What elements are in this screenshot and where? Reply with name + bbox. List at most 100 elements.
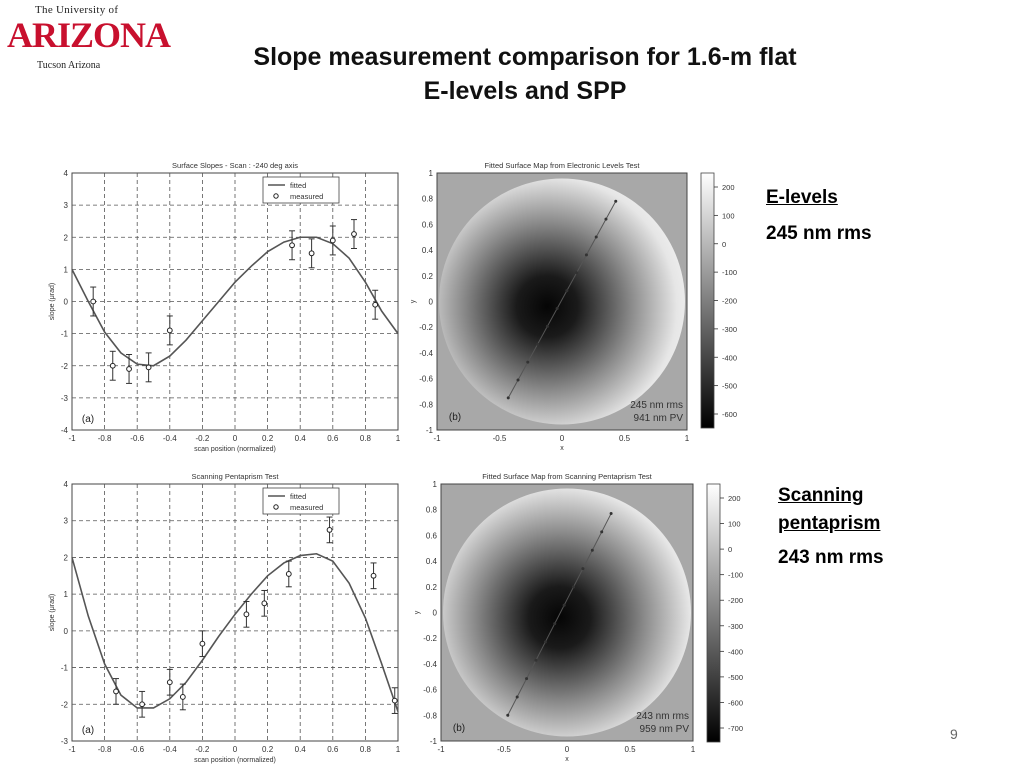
x-tick-label: -1 — [437, 745, 445, 754]
scan-marker — [555, 307, 559, 311]
y-tick-label: 4 — [64, 480, 69, 489]
x-tick-label: 0.8 — [360, 434, 372, 443]
elevels-heading: E-levels — [766, 187, 838, 208]
y-tick-label: -0.8 — [419, 400, 433, 409]
colorbar-tick-label: -400 — [728, 647, 743, 656]
fitted-curve — [71, 236, 399, 367]
map-stat-rms: 243 nm rms — [636, 711, 689, 722]
chart-title: Fitted Surface Map from Scanning Pentapr… — [482, 472, 652, 481]
y-tick-label: 0.2 — [422, 272, 434, 281]
scan-line — [507, 201, 617, 399]
x-tick-label: 1 — [691, 745, 696, 754]
measured-point — [243, 611, 250, 618]
y-tick-label: -2 — [61, 362, 69, 371]
x-axis-label: x — [565, 756, 569, 763]
measured-point — [285, 571, 292, 577]
measured-point — [166, 679, 173, 686]
spp-value: 243 nm rms — [778, 547, 884, 568]
colorbar — [706, 483, 721, 743]
y-tick-label: -0.2 — [423, 634, 437, 643]
y-tick-label: 0.4 — [422, 246, 434, 255]
y-tick-label: -0.4 — [419, 349, 433, 358]
y-tick-label: 0.4 — [426, 557, 438, 566]
x-tick-label: 1 — [396, 745, 401, 754]
spp-label: Scanning pentaprism 243 nm rms — [778, 482, 884, 572]
colorbar-tick-label: -200 — [728, 596, 743, 605]
x-tick-label: -1 — [433, 434, 441, 443]
colorbar-tick-label: -100 — [722, 268, 737, 277]
measured-point — [90, 298, 97, 305]
colorbar-tick-label: -600 — [728, 698, 743, 707]
measured-point — [289, 242, 295, 249]
y-tick-label: 2 — [64, 553, 69, 562]
surface-map — [439, 178, 685, 425]
colorbar-tick-label: 100 — [728, 520, 741, 529]
page-number: 9 — [950, 726, 958, 742]
legend-label-fitted: fitted — [290, 492, 306, 501]
scan-marker — [553, 622, 557, 626]
colorbar-tick-label: -500 — [728, 673, 743, 682]
measured-point — [351, 231, 357, 237]
legend-label-measured: measured — [290, 192, 323, 201]
x-tick-label: -0.6 — [130, 434, 144, 443]
x-tick-label: 0.4 — [295, 745, 307, 754]
scan-marker — [594, 235, 598, 239]
colorbar-tick-label: -500 — [722, 382, 737, 391]
x-tick-label: 0.6 — [327, 745, 339, 754]
y-tick-label: -1 — [430, 737, 438, 746]
y-tick-label: 3 — [64, 201, 69, 210]
y-tick-label: -2 — [61, 700, 69, 709]
colorbar-tick-label: -100 — [728, 571, 743, 580]
measured-point — [179, 694, 186, 700]
scan-marker — [515, 695, 519, 699]
x-tick-label: -0.2 — [196, 745, 210, 754]
panel-label: (b) — [449, 412, 461, 423]
chart-title: Scanning Pentaprism Test — [192, 472, 280, 481]
colorbar-tick-label: -700 — [728, 724, 743, 733]
y-tick-label: 1 — [433, 480, 438, 489]
colorbar-tick-label: -400 — [722, 353, 737, 362]
y-tick-label: 4 — [64, 169, 69, 178]
scan-marker — [565, 289, 569, 293]
measured-point — [391, 697, 398, 704]
x-tick-label: 1 — [685, 434, 690, 443]
y-tick-label: 0.2 — [426, 583, 438, 592]
y-tick-label: 0 — [64, 627, 69, 636]
y-tick-label: -1 — [61, 664, 69, 673]
measured-point — [370, 572, 377, 579]
x-tick-label: 0 — [233, 434, 238, 443]
x-tick-label: -0.5 — [497, 745, 511, 754]
y-tick-label: 3 — [64, 517, 69, 526]
scan-marker — [581, 567, 585, 571]
scan-marker — [614, 199, 618, 203]
map-stat-pv: 959 nm PV — [640, 724, 690, 735]
title-line-2: E-levels and SPP — [423, 77, 627, 105]
logo-top-text: The University of — [35, 4, 119, 16]
colorbar-tick-label: -300 — [728, 622, 743, 631]
y-tick-label: 1 — [64, 590, 69, 599]
scan-marker — [600, 530, 604, 534]
x-axis-label: scan position (normalized) — [194, 757, 276, 764]
colorbar-tick-label: -300 — [722, 325, 737, 334]
elevels-value: 245 nm rms — [766, 223, 872, 244]
scan-marker — [526, 360, 530, 364]
measured-point — [145, 364, 152, 371]
x-tick-label: -1 — [68, 434, 76, 443]
y-tick-label: 0 — [433, 609, 438, 618]
x-tick-label: -1 — [68, 745, 76, 754]
scan-marker — [506, 396, 510, 400]
x-tick-label: 0.2 — [262, 745, 274, 754]
elevels-label: E-levels 245 nm rms — [766, 187, 872, 245]
x-tick-label: -0.5 — [493, 434, 507, 443]
scan-marker — [572, 585, 576, 589]
y-tick-label: -0.2 — [419, 323, 433, 332]
scan-marker — [609, 512, 613, 516]
x-tick-label: 0.5 — [619, 434, 631, 443]
y-axis-label: y — [410, 299, 417, 303]
y-tick-label: 1 — [64, 265, 69, 274]
x-tick-label: 0.2 — [262, 434, 274, 443]
x-tick-label: -0.8 — [98, 434, 112, 443]
colorbar-tick-label: -200 — [722, 297, 737, 306]
logo-wordmark: ARIZONA — [7, 15, 171, 55]
